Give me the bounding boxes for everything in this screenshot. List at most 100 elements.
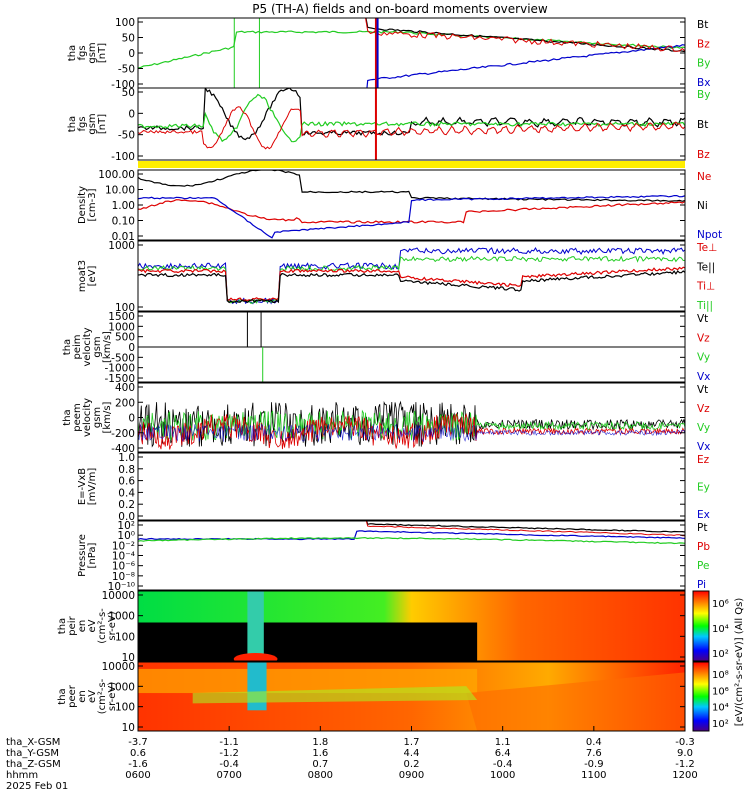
ylabel-line: gsm	[92, 407, 103, 428]
xtick-label: -0.4	[219, 759, 239, 770]
xaxis-row-label: hhmm	[6, 770, 38, 781]
ytick-label: 10	[122, 652, 135, 664]
ylabel-line: [nT]	[97, 43, 108, 63]
panel-density: 100.00 10.00 1.00 0.10 0.01 Density [cm-3] Ne Ni…	[77, 169, 722, 243]
ytick-label: 100	[115, 631, 135, 643]
ytick-label: 1000	[108, 321, 135, 333]
series-Vt	[138, 400, 685, 448]
colorbar-tick: 10⁸	[712, 670, 729, 681]
ylabel-line: gsm	[87, 42, 98, 63]
ytick-label: 100.00	[98, 169, 135, 181]
ytick-label: 10000	[102, 590, 135, 602]
xtick-label: -0.9	[584, 759, 604, 770]
panel-fgs: 100 50 0 -50 -100 tha fgs gsm [nT] Bt Bz By Bx	[67, 17, 710, 91]
legend-Ti||: Ti||	[696, 300, 713, 312]
xtick-label: -0.3	[675, 737, 695, 748]
xtick-label: 1000	[490, 770, 515, 781]
ylabel-line: (cm²-s-	[97, 608, 108, 644]
panel-efield: 1.00.80.60.40.20.0 E=-VxB [mV/m] Ez Ey Ex	[77, 452, 710, 523]
colorbar-peer	[692, 661, 710, 732]
legend-Pb: Pb	[697, 541, 710, 553]
ylabel-line: tha	[67, 116, 78, 132]
series-Pe	[138, 536, 685, 545]
xtick-label: -1.2	[219, 748, 239, 759]
ytick-label: 10000	[102, 661, 135, 673]
xtick-label: 1.8	[312, 737, 328, 748]
ytick-label: 50	[122, 87, 135, 99]
ylabel-line: fgs	[77, 45, 88, 60]
legend-Bt: Bt	[697, 119, 708, 131]
ylabel-line: sr-eV)	[107, 682, 118, 711]
colorbar-peir	[692, 590, 710, 662]
series-Bz	[365, 18, 685, 52]
ylabel-line: tha	[62, 409, 73, 425]
series-By	[138, 93, 685, 143]
ytick-label: 10⁻⁴	[112, 551, 135, 563]
xaxis-row-label: tha_Y-GSM	[6, 748, 59, 759]
ytick-label: 10⁻¹⁰	[108, 581, 135, 593]
legend-Te⊥: Te⊥	[696, 242, 717, 254]
xtick-label: 0.2	[404, 759, 420, 770]
ylabel-line: en	[77, 690, 88, 703]
xtick-label: 0600	[125, 770, 150, 781]
ytick-label: 1.00	[112, 200, 135, 212]
legend-Ne: Ne	[697, 171, 711, 183]
ytick-label: 0.01	[112, 231, 135, 243]
ylabel-line: [nT]	[97, 114, 108, 134]
ytick-label: 10⁻⁶	[112, 561, 135, 573]
xtick-label: 4.4	[404, 748, 420, 759]
legend-Vt: Vt	[697, 384, 708, 396]
legend-By: By	[697, 58, 710, 70]
ytick-label: 0	[128, 108, 135, 120]
colorbar-tick: 10⁶	[712, 599, 729, 610]
ylabel-line: eV	[87, 619, 98, 632]
ylabel-line: [km/s]	[102, 401, 113, 433]
panel-frame-temp	[137, 240, 686, 312]
plot-area-peim	[138, 312, 685, 382]
panel-frame-fgs	[137, 17, 686, 89]
panel-frame-peir	[137, 590, 686, 662]
xtick-label: 0900	[399, 770, 424, 781]
series-Npot	[138, 194, 685, 239]
xtick-label: 9.0	[677, 748, 693, 759]
legend-By: By	[697, 89, 710, 101]
ylabel-line: sr-eV)	[107, 611, 118, 640]
ylabel-line: eV	[87, 690, 98, 703]
series-Bx	[366, 44, 685, 88]
ylabel-line: tha	[67, 45, 78, 61]
legend-Vx: Vx	[697, 371, 710, 383]
series-Te||	[138, 270, 685, 304]
legend-Ti⊥: Ti⊥	[696, 281, 715, 293]
spectrogram-region	[192, 686, 478, 704]
ytick-label: 0.2	[118, 499, 135, 511]
plot-area-temp	[138, 246, 685, 305]
date-label: 2025 Feb 01	[6, 781, 68, 792]
colorbar-tick: 10²	[712, 649, 729, 660]
ytick-label: 0.10	[112, 216, 135, 228]
series-Te-perp	[138, 266, 685, 302]
ytick-label: 10⁻⁸	[112, 571, 135, 583]
series-Pi	[138, 530, 685, 541]
plot-area-fgs2	[138, 88, 685, 160]
ytick-label: -200	[111, 428, 135, 440]
ytick-label: -1500	[104, 373, 135, 385]
xtick-label: 0.7	[312, 759, 328, 770]
ytick-label: 1000	[108, 681, 135, 693]
series-Ni	[138, 170, 685, 202]
ytick-label: 10²	[117, 520, 135, 532]
ytick-label: 100	[115, 702, 135, 714]
panel-peir: 10000 1000 100 10 tha peir en eV (cm²-s-sr-eV) 10…	[57, 590, 729, 664]
ylabel-line: E=-VxB	[77, 468, 88, 505]
panel-fgs2: 50 0 -50 -100 tha fgs gsm [nT] By Bt Bz	[67, 87, 710, 168]
spectrogram-region	[466, 672, 685, 731]
ylabel-line: (cm²-s-	[97, 678, 108, 714]
ylabel-line: tha	[57, 618, 68, 634]
ytick-label: 1.0	[118, 452, 135, 464]
xaxis-row-label: tha_X-GSM	[6, 737, 60, 748]
legend-Bz: Bz	[697, 38, 710, 50]
ytick-label: 400	[115, 382, 135, 394]
xtick-label: -1.1	[219, 737, 239, 748]
xtick-label: -0.4	[493, 759, 513, 770]
